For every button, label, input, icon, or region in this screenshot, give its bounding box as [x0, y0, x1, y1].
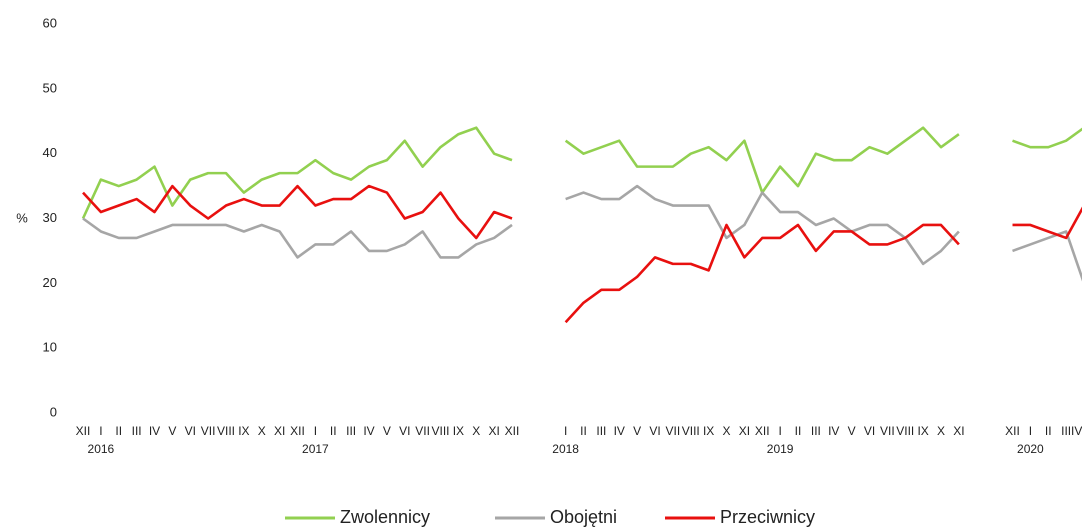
x-tick-label: VII — [666, 424, 681, 438]
x-tick-label: IX — [453, 424, 464, 438]
x-tick-label: IX — [917, 424, 928, 438]
x-tick-label: IV — [828, 424, 839, 438]
y-tick-label: 30 — [43, 210, 57, 225]
x-tick-label: I — [99, 424, 102, 438]
series-line — [82, 184, 1082, 282]
x-tick-label: VI — [864, 424, 875, 438]
x-tick-label: VIII — [896, 424, 914, 438]
x-tick-label: I — [564, 424, 567, 438]
x-tick-label: III — [132, 424, 142, 438]
y-tick-label: 50 — [43, 80, 57, 95]
year-label: 2018 — [552, 442, 579, 456]
y-tick-label: 60 — [43, 15, 57, 30]
x-tick-label: VI — [649, 424, 660, 438]
x-tick-label: XII — [755, 424, 770, 438]
legend-label: Obojętni — [550, 507, 617, 527]
x-tick-label: II — [330, 424, 337, 438]
x-tick-label: IV/VI — [1071, 424, 1082, 438]
x-tick-label: X — [258, 424, 266, 438]
year-label: 2017 — [302, 442, 329, 456]
x-tick-label: IX — [703, 424, 714, 438]
x-tick-label: VI — [399, 424, 410, 438]
legend-label: Przeciwnicy — [720, 507, 815, 527]
x-tick-label: IV — [614, 424, 625, 438]
x-tick-label: XI — [274, 424, 285, 438]
y-tick-label: 10 — [43, 340, 57, 355]
x-tick-label: V — [168, 424, 176, 438]
x-tick-label: VIII — [431, 424, 449, 438]
x-tick-label: VII — [415, 424, 430, 438]
x-tick-label: V — [383, 424, 391, 438]
x-tick-label: VIII — [682, 424, 700, 438]
legend-label: Zwolennicy — [340, 507, 430, 527]
x-tick-label: II — [795, 424, 802, 438]
series-line — [81, 126, 1082, 220]
x-tick-label: XII — [76, 424, 91, 438]
y-axis-label: % — [16, 210, 28, 225]
x-tick-label: II — [1045, 424, 1052, 438]
x-tick-label: XI — [739, 424, 750, 438]
x-tick-label: V — [633, 424, 641, 438]
x-tick-label: II — [580, 424, 587, 438]
x-tick-label: III — [1061, 424, 1071, 438]
x-tick-label: XI — [488, 424, 499, 438]
x-tick-label: VII — [880, 424, 895, 438]
x-tick-label: VI — [185, 424, 196, 438]
y-tick-label: 0 — [50, 404, 57, 419]
x-tick-label: XI — [953, 424, 964, 438]
year-label: 2020 — [1017, 442, 1044, 456]
x-tick-label: II — [115, 424, 122, 438]
y-tick-label: 20 — [43, 275, 57, 290]
x-tick-label: I — [314, 424, 317, 438]
x-tick-label: I — [1029, 424, 1032, 438]
x-tick-label: XII — [290, 424, 305, 438]
year-label: 2016 — [88, 442, 115, 456]
x-tick-label: III — [346, 424, 356, 438]
x-tick-label: VIII — [217, 424, 235, 438]
series-line — [82, 184, 1082, 324]
x-tick-label: IV — [149, 424, 160, 438]
x-tick-label: I — [778, 424, 781, 438]
x-tick-label: VII — [201, 424, 216, 438]
x-tick-label: V — [848, 424, 856, 438]
x-tick-label: III — [811, 424, 821, 438]
x-tick-label: XII — [505, 424, 520, 438]
x-tick-label: III — [596, 424, 606, 438]
x-tick-label: IV — [363, 424, 374, 438]
x-tick-label: X — [472, 424, 480, 438]
year-label: 2019 — [767, 442, 794, 456]
x-tick-label: IX — [238, 424, 249, 438]
x-tick-label: X — [937, 424, 945, 438]
y-tick-label: 40 — [43, 145, 57, 160]
x-tick-label: XII — [1005, 424, 1020, 438]
x-tick-label: X — [722, 424, 730, 438]
